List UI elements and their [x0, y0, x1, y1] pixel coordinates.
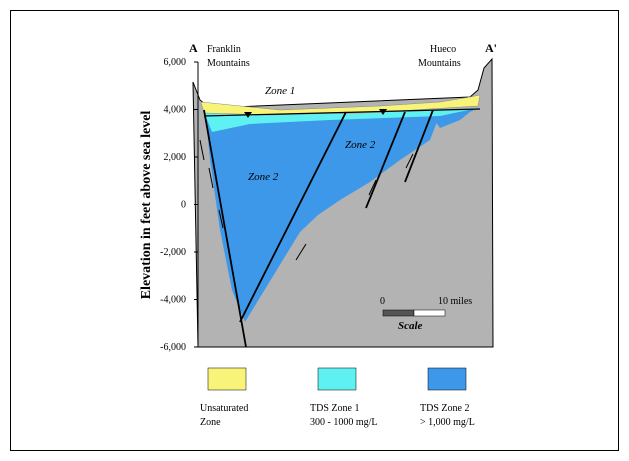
legend-label: TDS Zone 2: [420, 403, 469, 414]
legend-label: Unsaturated: [200, 403, 248, 414]
y-axis: Elevation in feet above sea level: [139, 111, 154, 300]
axis-title: Elevation in feet above sea level: [139, 111, 154, 300]
y-tick-label: 6,000: [164, 57, 187, 68]
legend-label: > 1,000 mg/L: [420, 417, 475, 428]
zone-label: Zone 2: [248, 171, 279, 183]
y-tick-label: 4,000: [164, 105, 187, 116]
legend: [208, 368, 466, 390]
y-tick-label: -6,000: [160, 342, 186, 353]
zone-label: Zone 1: [265, 85, 295, 97]
place-label: Hueco: [430, 44, 456, 55]
scale-end: 10 miles: [438, 296, 472, 307]
section-end: A': [485, 41, 497, 55]
place-label: Mountains: [418, 58, 461, 69]
page: Elevation in feet above sea level A A' F…: [0, 0, 629, 461]
y-tick-label: 0: [181, 200, 186, 211]
place-label: Mountains: [207, 58, 250, 69]
legend-label: Zone: [200, 417, 221, 428]
section-start: A: [189, 41, 198, 55]
scale-title: Scale: [398, 320, 423, 332]
place-label: Franklin: [207, 44, 241, 55]
y-tick-label: -4,000: [160, 295, 186, 306]
zone-label: Zone 2: [345, 139, 376, 151]
legend-label: 300 - 1000 mg/L: [310, 417, 378, 428]
scale-start: 0: [380, 296, 385, 307]
legend-label: TDS Zone 1: [310, 403, 359, 414]
y-tick-label: 2,000: [164, 152, 187, 163]
y-tick-label: -2,000: [160, 247, 186, 258]
